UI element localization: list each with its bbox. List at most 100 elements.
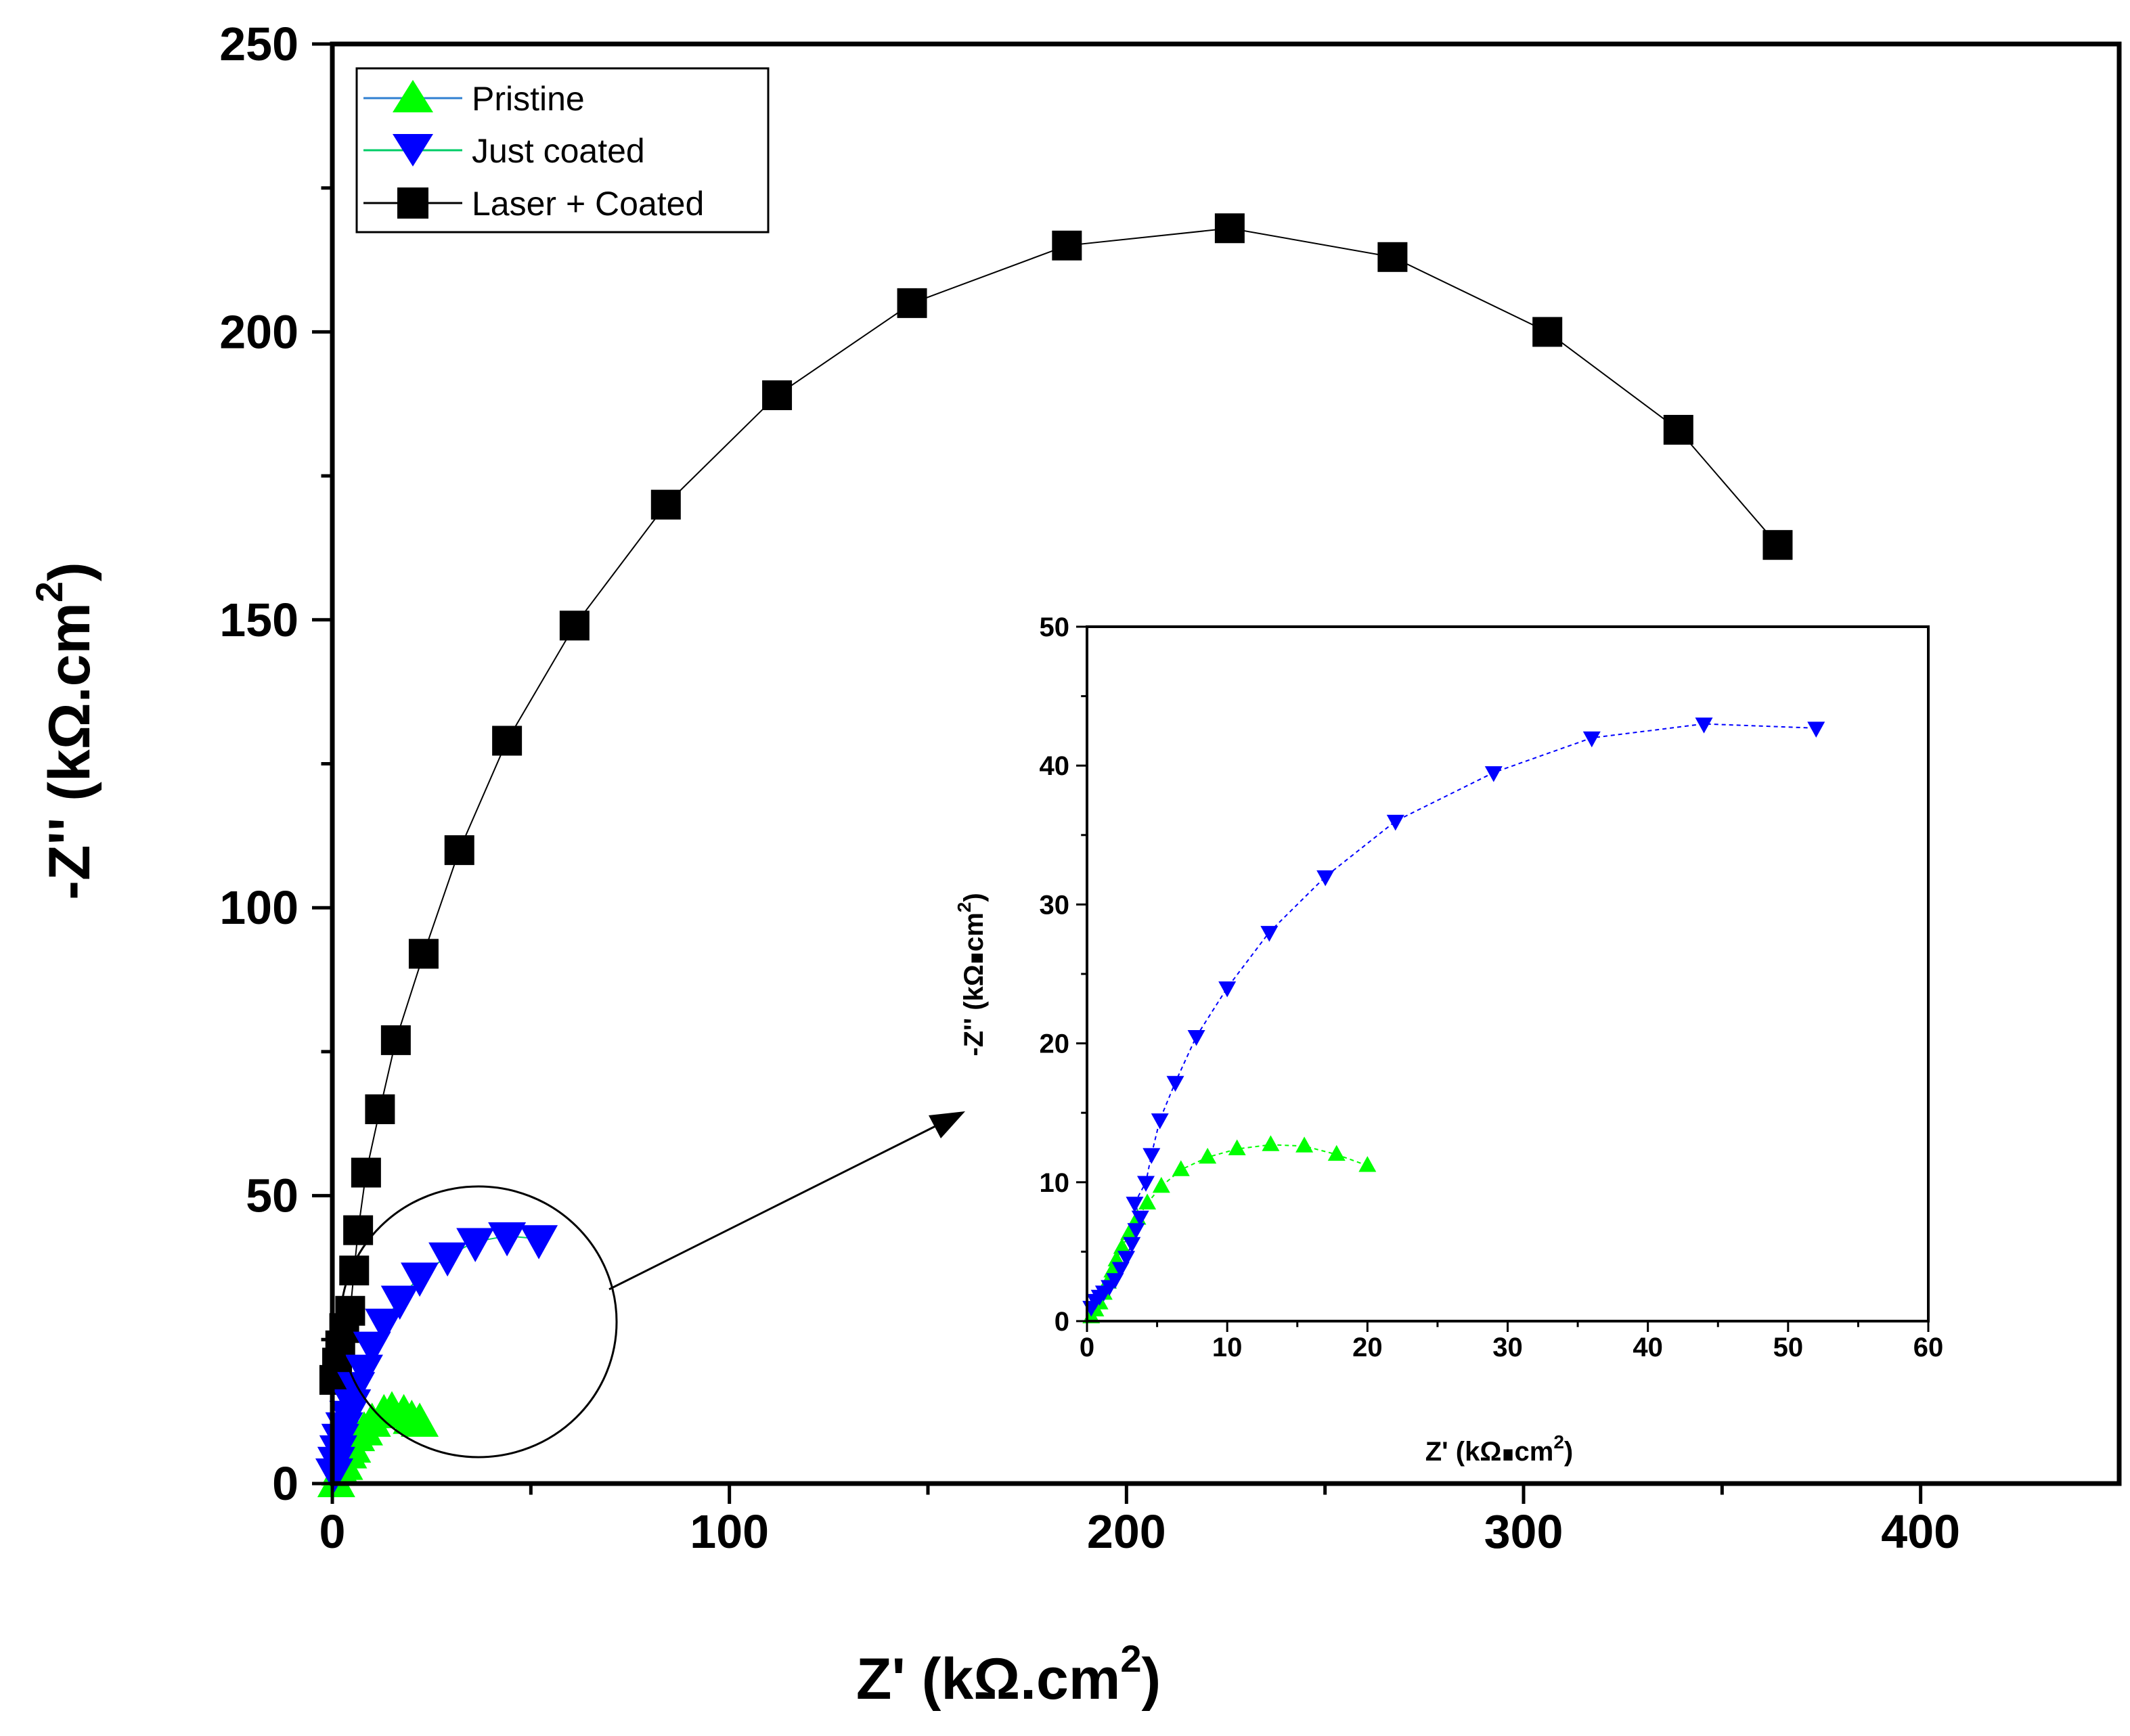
main-point-laser-coated-14 — [650, 489, 681, 520]
inset-point-just-coated-20 — [1386, 814, 1404, 831]
inset-x-ticks: 0 10 20 30 40 50 60 — [1080, 1321, 1943, 1362]
main-y-tick-label-3: 150 — [219, 594, 298, 646]
inset-point-just-coated-13 — [1142, 1148, 1161, 1164]
main-x-ticks: 0 100 200 300 400 — [319, 1484, 1960, 1558]
inset-point-just-coated-8 — [1123, 1237, 1141, 1253]
inset-point-just-coated-21 — [1484, 766, 1503, 782]
main-point-just-coated-6 — [333, 1389, 372, 1424]
legend: Pristine Just coated Laser + Coated — [355, 67, 770, 233]
zoom-annotation — [339, 1111, 965, 1459]
main-point-laser-coated-9 — [380, 1025, 411, 1055]
main-point-laser-coated-5 — [339, 1255, 370, 1286]
inset-point-pristine-18 — [1358, 1156, 1377, 1172]
main-point-just-coated-15 — [488, 1222, 527, 1257]
inset-y-tick-label-1: 10 — [1040, 1168, 1070, 1198]
main-point-just-coated-16 — [520, 1225, 558, 1260]
inset-x-tick-label-4: 40 — [1633, 1333, 1663, 1362]
legend-label-pristine: Pristine — [472, 80, 585, 118]
main-point-just-coated-14 — [456, 1228, 495, 1262]
main-x-tick-label-2: 200 — [1087, 1505, 1166, 1558]
main-x-axis-title: Z' (kΩ.cm2) — [856, 1637, 1161, 1712]
inset-point-pristine-10 — [1138, 1193, 1157, 1209]
inset-x-tick-label-1: 10 — [1212, 1333, 1243, 1362]
inset-point-pristine-7 — [1113, 1238, 1131, 1254]
inset-y-axis-title: -Z'' (kΩ∎cm2) — [954, 893, 989, 1056]
main-y-tick-label-0: 0 — [272, 1457, 298, 1510]
inset-point-just-coated-19 — [1316, 870, 1335, 887]
legend-marker-just-coated — [393, 134, 433, 166]
inset-point-just-coated-23 — [1695, 717, 1713, 734]
inset-point-just-coated-15 — [1166, 1075, 1184, 1092]
inset-y-ticks: 0 10 20 30 40 50 — [1040, 613, 1087, 1337]
legend-entry-just-coated: Just coated — [363, 132, 645, 170]
inset-y-tick-label-3: 30 — [1040, 890, 1070, 920]
main-point-laser-coated-12 — [492, 726, 523, 756]
inset-point-just-coated-18 — [1260, 926, 1279, 942]
main-y-axis-title: -Z'' (kΩ.cm2) — [28, 562, 102, 899]
inset-y-tick-label-4: 40 — [1040, 751, 1070, 781]
legend-label-laser-coated: Laser + Coated — [472, 185, 704, 223]
inset-point-pristine-11 — [1152, 1176, 1170, 1193]
main-point-laser-coated-10 — [408, 939, 439, 969]
inset-y-tick-label-5: 50 — [1040, 613, 1070, 642]
inset-point-pristine-13 — [1199, 1147, 1217, 1164]
inset-point-just-coated-5 — [1106, 1273, 1124, 1289]
inset-point-just-coated-11 — [1126, 1197, 1144, 1213]
inset-point-just-coated-24 — [1807, 721, 1825, 738]
main-point-laser-coated-11 — [444, 835, 474, 866]
main-y-tick-label-4: 200 — [219, 305, 298, 358]
main-x-tick-label-3: 300 — [1484, 1505, 1563, 1558]
inset-x-tick-label-3: 30 — [1492, 1333, 1523, 1362]
main-point-laser-coated-20 — [1532, 317, 1563, 347]
main-point-laser-coated-18 — [1214, 213, 1245, 244]
main-point-laser-coated-13 — [559, 610, 590, 641]
main-point-pristine-12 — [401, 1402, 439, 1437]
inset-point-pristine-15 — [1262, 1135, 1280, 1151]
main-x-tick-label-4: 400 — [1881, 1505, 1960, 1558]
inset-point-just-coated-17 — [1218, 981, 1237, 998]
inset-x-tick-label-0: 0 — [1080, 1333, 1094, 1362]
main-point-laser-coated-15 — [762, 380, 793, 410]
inset-point-just-coated-12 — [1137, 1176, 1155, 1192]
legend-marker-laser-coated — [397, 187, 428, 219]
inset-x-tick-label-5: 50 — [1773, 1333, 1804, 1362]
inset-point-just-coated-7 — [1117, 1251, 1136, 1267]
main-y-tick-label-5: 250 — [219, 18, 298, 70]
inset-point-just-coated-10 — [1131, 1210, 1149, 1227]
inset-point-just-coated-14 — [1151, 1113, 1169, 1130]
legend-entry-laser-coated: Laser + Coated — [363, 185, 704, 223]
legend-label-just-coated: Just coated — [472, 132, 645, 170]
main-point-laser-coated-22 — [1762, 530, 1793, 560]
inset-x-tick-label-2: 20 — [1352, 1333, 1383, 1362]
inset-y-tick-label-2: 20 — [1040, 1029, 1070, 1059]
main-point-laser-coated-17 — [1052, 230, 1082, 261]
main-point-just-coated-11 — [380, 1285, 419, 1320]
main-point-just-coated-10 — [365, 1308, 403, 1343]
zoom-arrow-line — [608, 1122, 941, 1291]
main-y-tick-label-2: 100 — [219, 881, 298, 934]
main-point-just-coated-13 — [428, 1242, 467, 1277]
main-point-just-coated-8 — [345, 1354, 383, 1389]
main-point-laser-coated-7 — [351, 1157, 381, 1188]
inset-point-pristine-8 — [1120, 1224, 1138, 1241]
main-point-laser-coated-8 — [365, 1094, 395, 1124]
main-point-just-coated-12 — [401, 1262, 439, 1297]
inset-point-just-coated-16 — [1187, 1029, 1205, 1046]
main-point-laser-coated-19 — [1377, 242, 1408, 272]
legend-entry-pristine: Pristine — [363, 80, 585, 118]
legend-marker-pristine — [393, 80, 433, 112]
main-y-tick-label-1: 50 — [246, 1170, 298, 1222]
main-x-tick-label-1: 100 — [690, 1505, 769, 1558]
inset-y-tick-label-0: 0 — [1055, 1307, 1069, 1337]
main-point-laser-coated-21 — [1663, 415, 1693, 445]
inset-x-axis-title: Z' (kΩ∎cm2) — [1425, 1431, 1574, 1467]
inset-x-tick-label-6: 60 — [1913, 1333, 1944, 1362]
zoom-arrow-head — [929, 1111, 965, 1138]
inset-point-just-coated-6 — [1111, 1262, 1130, 1278]
main-y-ticks: 0 50 100 150 200 250 — [219, 18, 332, 1510]
inset-plot: 0 10 20 30 40 50 60 0 10 20 30 40 50 Z' (kΩ∎cm2) -Z… — [954, 613, 1943, 1467]
inset-point-pristine-17 — [1327, 1144, 1346, 1161]
inset-point-pristine-14 — [1228, 1139, 1246, 1155]
